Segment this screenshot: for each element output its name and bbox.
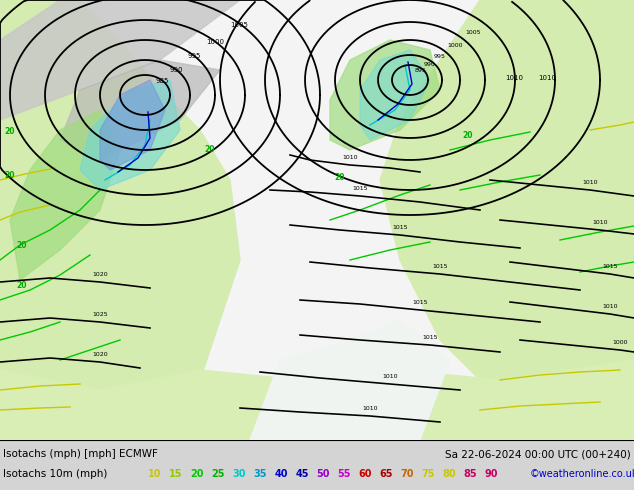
- Text: 1010: 1010: [342, 155, 358, 160]
- Text: 20: 20: [4, 127, 15, 137]
- Text: 1010: 1010: [362, 406, 378, 411]
- Text: 20: 20: [16, 241, 27, 249]
- Text: 75: 75: [421, 469, 435, 479]
- Text: 1005: 1005: [465, 29, 481, 34]
- Text: 1010: 1010: [602, 304, 618, 309]
- Text: 85: 85: [463, 469, 477, 479]
- Text: 990: 990: [424, 63, 435, 68]
- Text: 990: 990: [170, 68, 183, 74]
- Text: 1000: 1000: [612, 340, 628, 345]
- Polygon shape: [10, 110, 120, 280]
- Text: 1015: 1015: [353, 186, 368, 191]
- Text: 895: 895: [415, 69, 427, 74]
- Text: 1010: 1010: [538, 75, 556, 81]
- Text: 65: 65: [379, 469, 392, 479]
- Polygon shape: [380, 0, 634, 440]
- Text: 10: 10: [148, 469, 162, 479]
- Text: 1010: 1010: [592, 220, 608, 225]
- Polygon shape: [100, 80, 165, 170]
- Text: 20: 20: [335, 173, 346, 182]
- Text: Sa 22-06-2024 00:00 UTC (00+240): Sa 22-06-2024 00:00 UTC (00+240): [445, 449, 631, 459]
- Text: Isotachs (mph) [mph] ECMWF: Isotachs (mph) [mph] ECMWF: [3, 449, 158, 459]
- Text: 1015: 1015: [422, 335, 437, 340]
- Polygon shape: [0, 360, 634, 440]
- Text: 1015: 1015: [432, 264, 448, 269]
- Text: 1015: 1015: [602, 264, 618, 269]
- Text: 35: 35: [253, 469, 267, 479]
- Text: 20: 20: [205, 146, 216, 154]
- Text: 15: 15: [169, 469, 183, 479]
- Text: 995: 995: [434, 53, 446, 58]
- Text: 1020: 1020: [92, 352, 108, 357]
- Polygon shape: [250, 320, 450, 440]
- Text: 70: 70: [400, 469, 414, 479]
- Text: 45: 45: [295, 469, 309, 479]
- Text: 1010: 1010: [582, 180, 598, 185]
- Text: 1015: 1015: [392, 225, 408, 230]
- Text: 20: 20: [190, 469, 204, 479]
- Text: 20: 20: [463, 130, 473, 140]
- Text: 50: 50: [316, 469, 330, 479]
- Polygon shape: [0, 0, 240, 120]
- Text: 80: 80: [442, 469, 456, 479]
- Polygon shape: [330, 40, 440, 150]
- Text: 1025: 1025: [92, 312, 108, 317]
- Bar: [100, 0, 520, 440]
- Text: 985: 985: [156, 78, 169, 84]
- Text: 20: 20: [4, 171, 15, 179]
- Text: 1005: 1005: [231, 22, 249, 28]
- Text: Isotachs 10m (mph): Isotachs 10m (mph): [3, 469, 107, 479]
- Text: 20: 20: [16, 280, 27, 290]
- Text: 30: 30: [232, 469, 246, 479]
- Text: 1000: 1000: [447, 43, 463, 48]
- Polygon shape: [80, 80, 180, 190]
- Text: 995: 995: [187, 53, 201, 59]
- Polygon shape: [0, 0, 240, 440]
- Text: 1000: 1000: [206, 40, 224, 46]
- Text: 1010: 1010: [382, 374, 398, 379]
- Text: 25: 25: [211, 469, 224, 479]
- Text: 55: 55: [337, 469, 351, 479]
- Text: 1020: 1020: [92, 272, 108, 277]
- Text: 90: 90: [484, 469, 498, 479]
- Text: 60: 60: [358, 469, 372, 479]
- Polygon shape: [60, 60, 220, 160]
- Text: 1015: 1015: [412, 300, 428, 305]
- Text: ©weatheronline.co.uk: ©weatheronline.co.uk: [530, 469, 634, 479]
- Polygon shape: [360, 50, 430, 140]
- Text: 1010: 1010: [505, 75, 524, 81]
- Text: 40: 40: [275, 469, 288, 479]
